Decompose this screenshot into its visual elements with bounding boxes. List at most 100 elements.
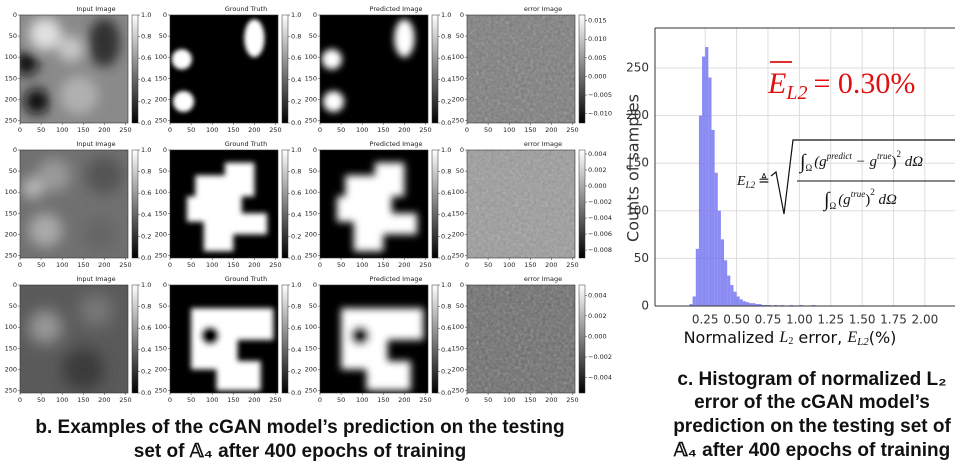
colorbar xyxy=(578,284,586,394)
y-tick-label: 50 xyxy=(309,167,317,175)
y-tick-label: 0 xyxy=(313,11,317,19)
colorbar-tick-label: 0.0 xyxy=(141,389,151,397)
colorbar-tick-label: 0.6 xyxy=(441,54,451,62)
colorbar-tick-label: 0.4 xyxy=(291,211,301,219)
bar xyxy=(727,275,731,306)
y-tick-label: 50 xyxy=(456,167,464,175)
y-tick-label: 200 xyxy=(5,365,17,373)
colorbar-tick-label: 0.8 xyxy=(291,168,301,176)
x-tick-label: 50 xyxy=(187,126,195,134)
x-tick-label: 0 xyxy=(168,396,172,404)
image xyxy=(170,285,278,393)
y-tick-label: 100 xyxy=(452,188,464,196)
formula-part: Ω xyxy=(805,163,812,173)
y-tick-label: 250 xyxy=(452,386,464,394)
y-tick-label: 0 xyxy=(313,281,317,289)
formula-lhs: EL2 ≜ xyxy=(736,173,770,190)
y-tick-label: 250 xyxy=(5,251,17,259)
image-noise xyxy=(467,285,575,393)
image-frame xyxy=(19,149,129,259)
y-tick-label: 250 xyxy=(155,386,167,394)
x-tick-label: 200 xyxy=(398,261,410,269)
panel-title: Ground Truth xyxy=(225,140,267,148)
panel-title: Predicted Image xyxy=(370,275,423,283)
colorbar-tick-label: 0.8 xyxy=(441,303,451,311)
x-tick-label: 50 xyxy=(187,396,195,404)
image-noise xyxy=(467,15,575,124)
x-tick-label: 100 xyxy=(56,126,68,134)
colorbar-tick-label: 0.2 xyxy=(291,367,301,375)
mean-part: = 0.30% xyxy=(813,67,915,100)
y-tick-label: 150 xyxy=(452,344,464,352)
x-tick-label: 150 xyxy=(524,126,536,134)
y-tick-label: 250 xyxy=(5,386,17,394)
x-tick-label: 1.50 xyxy=(849,313,876,327)
y-tick-label: 200 xyxy=(452,365,464,373)
x-tick-label: 50 xyxy=(187,261,195,269)
image-shape xyxy=(85,156,124,195)
x-tick-label: 2.00 xyxy=(912,313,939,327)
y-tick-label: 200 xyxy=(155,230,167,238)
x-tick-label: 1.75 xyxy=(880,313,907,327)
colorbar-tick-label: −0.002 xyxy=(588,198,612,206)
x-tick-label: 250 xyxy=(119,396,131,404)
y-tick-label: 100 xyxy=(305,188,317,196)
image-shape xyxy=(57,36,84,62)
bar xyxy=(711,129,715,306)
caption-line: error of the cGAN model’s xyxy=(694,392,930,413)
colorbar-tick-label: 0.8 xyxy=(141,168,151,176)
colorbar-tick-label: 0.000 xyxy=(588,72,607,80)
panel-title: Predicted Image xyxy=(370,5,423,13)
panel-title: Input Image xyxy=(76,275,115,283)
x-tick-label: 50 xyxy=(37,396,45,404)
x-tick-label: 100 xyxy=(503,396,515,404)
y-tick-label: 200 xyxy=(5,95,17,103)
y-tick-label: 100 xyxy=(5,323,17,331)
image xyxy=(170,150,278,258)
x-tick-label: 200 xyxy=(398,126,410,134)
colorbar-tick-label: 0.0 xyxy=(291,389,301,397)
formula-part: − g xyxy=(852,154,878,170)
y-tick-label: 200 xyxy=(305,365,317,373)
y-tick-label: 150 xyxy=(305,209,317,217)
y-tick-label: 200 xyxy=(305,95,317,103)
x-tick-label: 0 xyxy=(465,396,469,404)
y-tick-label: 150 xyxy=(155,74,167,82)
mean-label: EL2 = 0.30% xyxy=(767,67,915,104)
image-shape xyxy=(29,17,62,51)
image-frame xyxy=(319,14,429,124)
image-blobs xyxy=(22,156,124,252)
colorbar-tick-label: 0.4 xyxy=(291,76,301,84)
colorbar-tick-label: 0.000 xyxy=(588,182,607,190)
colorbar-tick-label: 0.6 xyxy=(441,189,451,197)
y-tick-label: 250 xyxy=(452,251,464,259)
y-tick-label: 250 xyxy=(305,251,317,259)
colorbar-tick-label: 1.0 xyxy=(141,146,151,154)
colorbar-tick-label: 1.0 xyxy=(291,146,301,154)
formula-part: true xyxy=(877,151,892,161)
colorbar-tick-label: 0.2 xyxy=(441,367,451,375)
x-tick-label: 250 xyxy=(119,261,131,269)
y-tick-label: 150 xyxy=(626,156,649,170)
x-tick-label: 200 xyxy=(398,396,410,404)
y-tick-label: 100 xyxy=(305,323,317,331)
y-tick-label: 200 xyxy=(452,230,464,238)
formula-part: 2 xyxy=(870,187,875,197)
image-frame xyxy=(19,14,129,124)
image-blobs xyxy=(28,293,113,391)
image-frame xyxy=(19,284,129,394)
x-label-part: error, xyxy=(793,328,847,347)
y-tick-label: 50 xyxy=(159,302,167,310)
caption-line: c. Histogram of normalized L₂ xyxy=(677,369,946,390)
x-label-part: 2 xyxy=(788,336,793,347)
image-frame xyxy=(466,14,576,124)
x-tick-label: 250 xyxy=(566,261,578,269)
image xyxy=(467,285,575,393)
y-tick-label: 0 xyxy=(460,281,464,289)
bar xyxy=(742,301,747,306)
colorbar-tick-label: 0.6 xyxy=(291,189,301,197)
y-tick-label: 150 xyxy=(5,74,17,82)
colorbar-tick-label: 0.4 xyxy=(441,76,451,84)
